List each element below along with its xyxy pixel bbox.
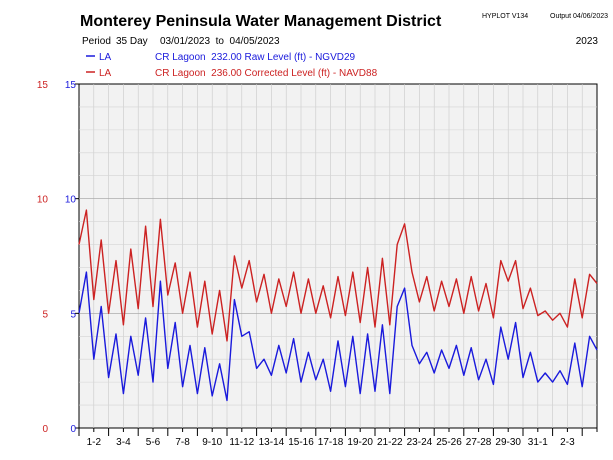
- x-axis-tick-label: 23-24: [407, 437, 433, 448]
- x-axis-tick-label: 25-26: [436, 437, 462, 448]
- x-axis-tick-label: 2-3: [560, 437, 575, 448]
- right-axis-tick-label: 15: [65, 80, 77, 91]
- period-value: 35 Day: [116, 36, 148, 47]
- period-label: Period: [82, 36, 111, 47]
- plot-area: [78, 83, 598, 429]
- left-axis-tick-label: 15: [37, 80, 49, 91]
- x-axis-tick-label: 11-12: [229, 437, 254, 448]
- x-axis-tick-label: 27-28: [466, 437, 492, 448]
- legend-code-raw: LA: [99, 52, 112, 63]
- left-axis-tick-label: 5: [42, 309, 48, 320]
- left-axis-tick-label: 0: [42, 424, 48, 435]
- date-range: 03/01/2023 to 04/05/2023: [160, 36, 280, 47]
- x-axis: 1-2 3-4 5-6 7-8 9-10 11-12 13-14 15-16 17-18 19-2…: [78, 428, 598, 448]
- series-line-corrected: [78, 209, 598, 342]
- right-axis-tick-label: 0: [70, 424, 76, 435]
- x-axis-tick-label: 7-8: [175, 437, 190, 448]
- legend-label-corrected: CR Lagoon 236.00 Corrected Level (ft) - …: [155, 68, 378, 79]
- x-axis-tick-label: 13-14: [259, 437, 285, 448]
- grid: [79, 84, 597, 428]
- x-axis-tick-label: 19-20: [347, 437, 373, 448]
- program-version: HYPLOT V134: [482, 13, 528, 20]
- left-axis: 0 5 10 15: [37, 80, 79, 435]
- right-axis: 0 5 10 15: [65, 80, 77, 435]
- x-axis-tick-label: 1-2: [87, 437, 102, 448]
- chart-title: Monterey Peninsula Water Management Dist…: [80, 13, 442, 30]
- output-date: Output 04/06/2023: [550, 13, 608, 20]
- x-axis-tick-label: 17-18: [318, 437, 344, 448]
- legend-label-raw: CR Lagoon 232.00 Raw Level (ft) - NGVD29: [155, 52, 356, 63]
- x-axis-tick-label: 31-1: [528, 437, 548, 448]
- series-lines: [78, 209, 598, 402]
- legend: LA CR Lagoon 232.00 Raw Level (ft) - NGV…: [86, 52, 378, 79]
- legend-entry-corrected: LA CR Lagoon 236.00 Corrected Level (ft)…: [86, 68, 378, 79]
- x-axis-tick-label: 15-16: [288, 437, 314, 448]
- right-axis-tick-label: 5: [70, 309, 76, 320]
- series-line-raw: [78, 271, 598, 402]
- year-label: 2023: [576, 36, 599, 47]
- left-axis-tick-label: 10: [37, 195, 49, 206]
- x-axis-tick-label: 9-10: [202, 437, 222, 448]
- legend-entry-raw: LA CR Lagoon 232.00 Raw Level (ft) - NGV…: [86, 52, 356, 63]
- x-axis-tick-label: 29-30: [495, 437, 521, 448]
- legend-code-corrected: LA: [99, 68, 112, 79]
- right-axis-tick-label: 10: [65, 195, 77, 206]
- x-axis-tick-label: 3-4: [116, 437, 131, 448]
- x-axis-tick-label: 5-6: [146, 437, 161, 448]
- x-axis-tick-label: 21-22: [377, 437, 403, 448]
